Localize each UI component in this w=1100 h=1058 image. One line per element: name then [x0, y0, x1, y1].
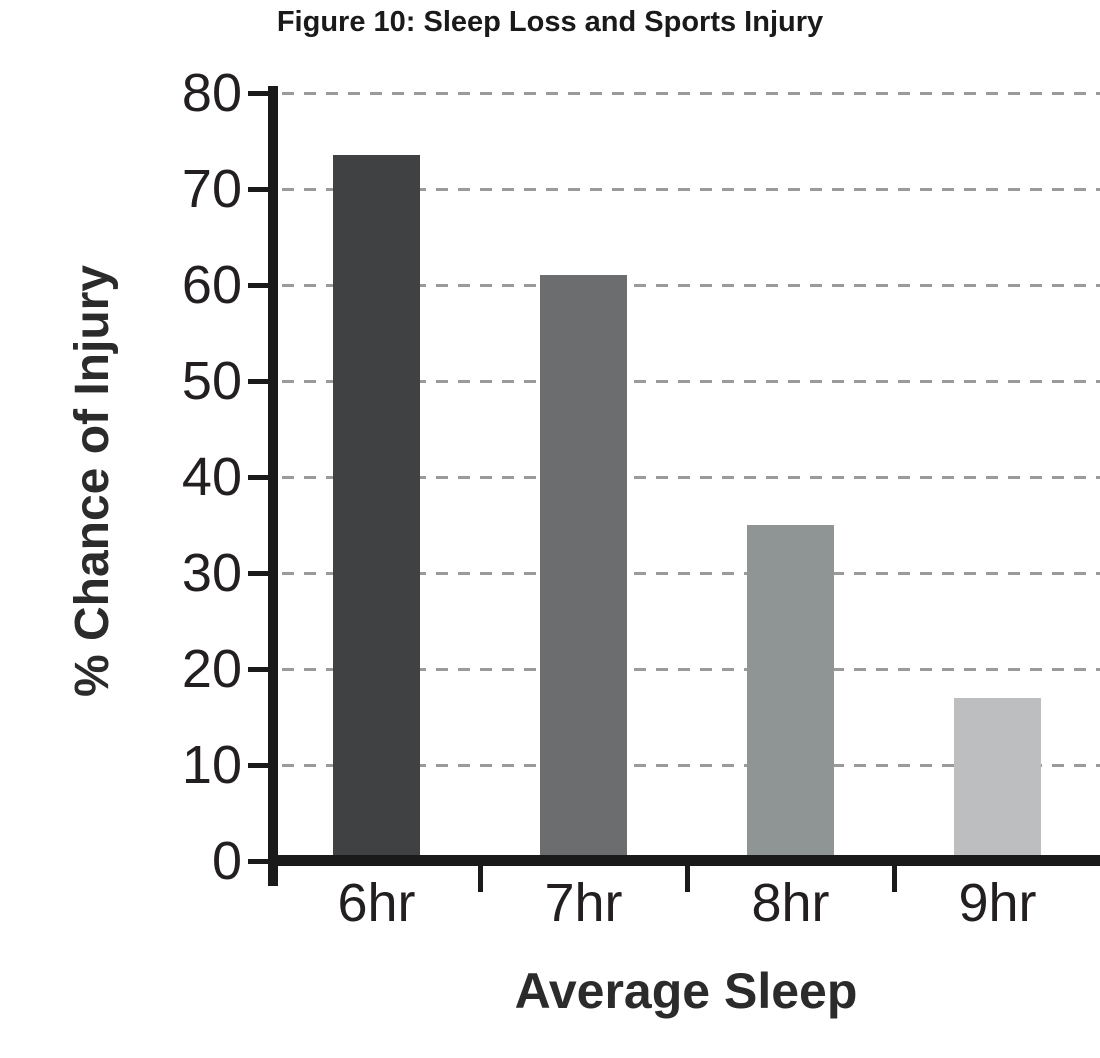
bar-9hr: [954, 697, 1041, 861]
y-tick-label-10: 10: [181, 735, 242, 795]
y-tick-label-60: 60: [181, 255, 242, 315]
gridline-50: [282, 380, 1100, 383]
gridline-80: [282, 92, 1100, 95]
y-tick-label-30: 30: [181, 543, 242, 603]
gridline-10: [282, 764, 1100, 767]
y-tick-40: [248, 474, 268, 480]
x-category-label-8hr: 8hr: [751, 873, 830, 933]
y-axis-line: [268, 86, 278, 886]
y-tick-label-0: 0: [211, 831, 242, 891]
y-tick-0: [248, 858, 268, 864]
y-tick-10: [248, 762, 268, 768]
y-tick-label-80: 80: [181, 63, 242, 123]
y-tick-60: [248, 282, 268, 288]
x-tick-3: [891, 858, 897, 892]
y-tick-label-70: 70: [181, 159, 242, 219]
gridline-20: [282, 668, 1100, 671]
gridline-30: [282, 572, 1100, 575]
bar-6hr: [333, 155, 420, 861]
x-tick-1: [477, 858, 483, 892]
x-category-label-7hr: 7hr: [544, 873, 623, 933]
x-category-label-6hr: 6hr: [337, 873, 416, 933]
y-tick-70: [248, 186, 268, 192]
gridline-70: [282, 188, 1100, 191]
x-axis-title: Average Sleep: [514, 963, 858, 1019]
chart-title: Figure 10: Sleep Loss and Sports Injury: [276, 6, 824, 38]
y-tick-50: [248, 378, 268, 384]
y-tick-20: [248, 666, 268, 672]
x-category-label-9hr: 9hr: [958, 873, 1037, 933]
gridline-40: [282, 476, 1100, 479]
y-tick-label-50: 50: [181, 351, 242, 411]
y-tick-label-40: 40: [181, 447, 242, 507]
y-tick-30: [248, 570, 268, 576]
y-tick-80: [248, 90, 268, 96]
bar-7hr: [540, 275, 627, 861]
x-axis-line: [268, 855, 1100, 866]
bar-8hr: [747, 525, 834, 861]
x-tick-2: [684, 858, 690, 892]
y-tick-label-20: 20: [181, 639, 242, 699]
gridline-60: [282, 284, 1100, 287]
